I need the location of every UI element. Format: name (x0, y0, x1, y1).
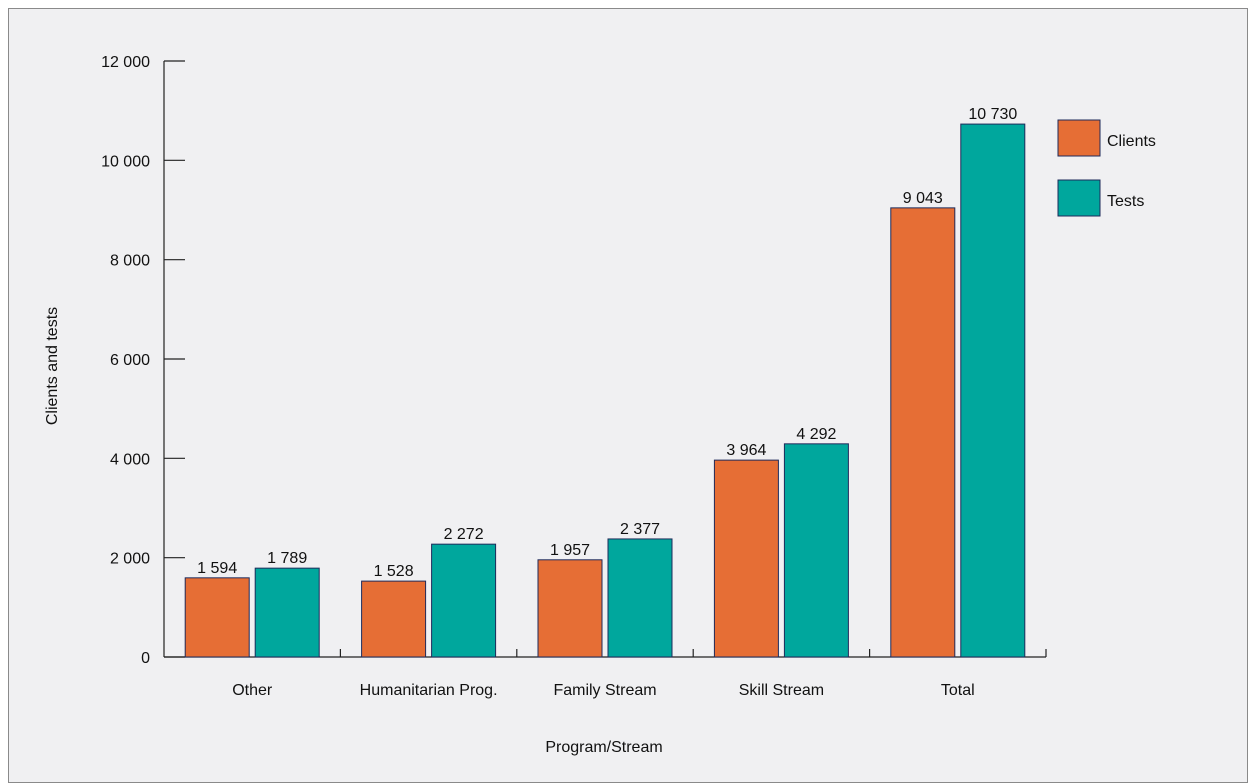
legend-swatch-tests (1057, 179, 1101, 217)
legend: Clients Tests (1057, 119, 1156, 217)
data-label: 3 964 (726, 442, 766, 459)
bar-clients (713, 459, 779, 658)
bar-clients (537, 559, 603, 658)
legend-label-tests: Tests (1107, 193, 1144, 210)
data-label: 1 594 (197, 560, 237, 577)
bar-tests (960, 123, 1026, 658)
data-label: 1 528 (374, 563, 414, 580)
y-tick-label: 8 000 (110, 253, 150, 270)
bar-tests (431, 543, 497, 658)
y-tick-label: 12 000 (101, 54, 150, 71)
data-label: 2 272 (444, 526, 484, 543)
legend-swatch-clients (1057, 119, 1101, 157)
bar-clients (890, 207, 956, 658)
data-label: 4 292 (796, 426, 836, 443)
data-label: 10 730 (968, 106, 1017, 123)
bar-tests (607, 538, 673, 658)
bar-clients (184, 577, 250, 658)
legend-label-clients: Clients (1107, 133, 1156, 150)
bar-tests (783, 443, 849, 658)
bar-tests (254, 567, 320, 658)
y-tick-label: 2 000 (110, 551, 150, 568)
y-tick-label: 4 000 (110, 451, 150, 468)
x-tick-label: Family Stream (553, 682, 656, 699)
y-tick-label: 10 000 (101, 153, 150, 170)
x-tick-label: Skill Stream (739, 682, 824, 699)
y-tick-label: 0 (141, 650, 150, 667)
data-label: 1 957 (550, 542, 590, 559)
x-tick-label: Other (232, 682, 273, 699)
data-label: 9 043 (903, 190, 943, 207)
y-axis-title: Clients and tests (44, 307, 61, 425)
data-labels-group: 1 594 1 528 1 957 3 964 9 043 1 789 2 272 2 377… (197, 106, 1017, 580)
data-label: 1 789 (267, 550, 307, 567)
bars-group (184, 123, 1026, 658)
data-label: 2 377 (620, 521, 660, 538)
x-tick-label: Total (941, 682, 975, 699)
bar-clients (361, 580, 427, 658)
x-axis-title: Program/Stream (545, 739, 662, 756)
y-axis: 0 2 000 4 000 6 000 8 000 10 000 12 000 (101, 54, 185, 667)
y-tick-label: 6 000 (110, 352, 150, 369)
x-tick-label: Humanitarian Prog. (360, 682, 498, 699)
